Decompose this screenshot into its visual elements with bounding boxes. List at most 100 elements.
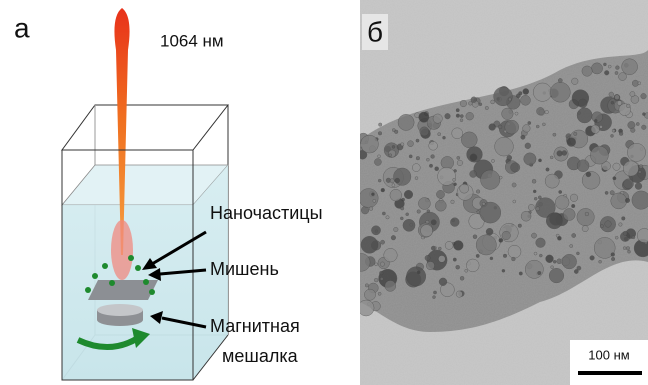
nanoparticle	[632, 191, 648, 209]
focus-plume	[111, 220, 133, 280]
nanoparticle	[536, 207, 540, 211]
nanoparticle	[502, 269, 505, 272]
nanoparticle	[406, 213, 409, 216]
nanoparticle	[391, 235, 396, 240]
nanoparticle	[445, 113, 451, 119]
nanoparticle	[433, 114, 442, 123]
nanoparticle	[582, 226, 588, 232]
nanoparticle	[615, 95, 620, 100]
particle	[85, 287, 91, 293]
nanoparticle	[610, 191, 614, 195]
nanoparticle	[361, 135, 379, 153]
nanoparticle	[371, 193, 374, 196]
nanoparticle	[555, 196, 569, 210]
nanoparticle	[507, 155, 512, 160]
nanoparticle	[470, 171, 477, 178]
nanoparticle	[460, 276, 464, 280]
nanoparticle	[632, 236, 635, 239]
nanoparticle	[609, 92, 614, 97]
nanoparticle	[361, 236, 378, 253]
nanoparticle	[491, 159, 494, 162]
nanoparticle	[551, 266, 554, 269]
nanoparticle	[515, 112, 518, 115]
nanoparticle	[613, 163, 620, 170]
nanoparticle	[525, 143, 531, 149]
nanoparticle	[511, 163, 520, 172]
scale-bar-label: 100 нм	[588, 347, 629, 362]
nanoparticle	[438, 255, 445, 262]
nanoparticle	[503, 254, 507, 258]
nanoparticle	[460, 115, 463, 118]
nanoparticle	[612, 129, 615, 132]
nanoparticle	[403, 219, 415, 231]
nanoparticle	[532, 179, 536, 183]
nanoparticle	[619, 132, 623, 136]
nanoparticle	[379, 271, 383, 275]
nanoparticle	[412, 164, 420, 172]
nanoparticle	[553, 133, 556, 136]
nanoparticle	[585, 212, 589, 216]
nanoparticle	[549, 268, 564, 283]
nanoparticle	[545, 174, 559, 188]
laser-label: 1064 нм	[160, 31, 224, 50]
nanoparticle	[385, 280, 396, 291]
nanoparticle	[582, 66, 592, 76]
nanoparticle	[545, 110, 549, 114]
nanoparticle	[594, 119, 597, 122]
nanoparticle	[625, 198, 630, 203]
nanoparticle	[381, 240, 385, 244]
nanoparticle	[611, 134, 614, 137]
nanoparticle	[523, 89, 529, 95]
nanoparticle	[374, 159, 381, 166]
nanoparticle	[642, 113, 645, 116]
nanoparticle	[512, 183, 516, 187]
nanoparticle	[542, 123, 545, 126]
nanoparticle	[626, 247, 630, 251]
nanoparticle	[533, 190, 536, 193]
figure: а 1064 нм	[0, 0, 648, 385]
nanoparticle	[390, 189, 402, 201]
nanoparticle	[482, 202, 485, 205]
nanoparticle	[578, 99, 587, 108]
nanoparticle	[395, 178, 400, 183]
nanoparticle	[570, 244, 573, 247]
nanoparticle	[623, 247, 626, 250]
nanoparticle	[394, 227, 399, 232]
nanoparticle	[525, 260, 543, 278]
nanoparticle	[352, 254, 370, 272]
nanoparticle	[451, 200, 455, 204]
nanoparticle	[623, 161, 638, 176]
nanoparticle	[508, 245, 521, 258]
tem-image	[352, 0, 648, 385]
nanoparticle	[538, 159, 541, 162]
nanoparticle	[495, 137, 514, 156]
nanoparticle	[401, 143, 404, 146]
nanoparticle	[457, 156, 460, 159]
nanoparticle	[473, 235, 477, 239]
nanoparticle	[469, 102, 473, 106]
nanoparticle	[374, 278, 378, 282]
nanoparticle	[534, 252, 537, 255]
nanoparticle	[576, 252, 579, 255]
nanoparticle	[521, 211, 531, 221]
nanoparticle	[591, 63, 602, 74]
nanoparticle	[635, 183, 642, 190]
nanoparticle	[433, 296, 436, 299]
nanoparticle	[394, 130, 398, 134]
panel-label: а	[14, 12, 30, 43]
nanoparticle	[408, 141, 414, 147]
nanoparticle	[425, 255, 430, 260]
nanoparticle	[476, 254, 479, 257]
nanoparticle	[570, 194, 578, 202]
nanoparticle	[416, 139, 419, 142]
nanoparticle	[460, 184, 469, 193]
nanoparticle	[558, 78, 562, 82]
nanoparticle	[445, 241, 453, 249]
nanoparticle	[586, 172, 591, 177]
nanoparticle	[431, 155, 435, 159]
nanoparticle	[512, 257, 516, 261]
nanoparticle	[603, 63, 606, 66]
nanoparticle	[577, 108, 592, 123]
nanoparticle	[502, 108, 514, 120]
nanoparticle	[582, 171, 600, 189]
